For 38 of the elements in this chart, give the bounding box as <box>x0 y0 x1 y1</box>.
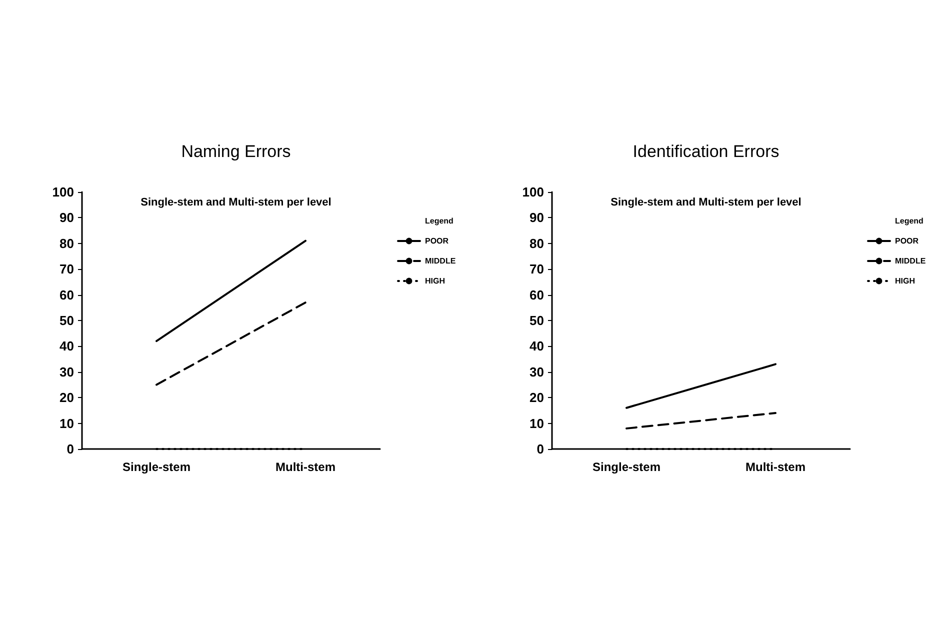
legend-label: HIGH <box>425 276 446 286</box>
chart-title: Naming Errors <box>181 142 291 161</box>
y-tick-label: 10 <box>530 416 544 431</box>
y-tick-label: 30 <box>60 364 74 380</box>
x-tick-label: Single-stem <box>592 460 661 474</box>
chart-subtitle: Single-stem and Multi-stem per level <box>610 196 802 208</box>
chart-title: Identification Errors <box>632 142 780 161</box>
y-tick-label: 60 <box>530 287 544 302</box>
y-tick-label: 80 <box>530 236 544 251</box>
y-tick-label: 0 <box>66 442 74 456</box>
legend-label: MIDDLE <box>895 256 926 266</box>
x-tick-label: Multi-stem <box>276 460 336 474</box>
y-tick-label: 40 <box>530 338 544 354</box>
x-tick-label: Single-stem <box>122 460 191 474</box>
y-tick-label: 50 <box>530 313 544 328</box>
y-tick-label: 90 <box>530 210 544 226</box>
legend-title: Legend <box>425 216 454 226</box>
chart-subtitle: Single-stem and Multi-stem per level <box>140 196 332 208</box>
y-tick-label: 0 <box>536 442 544 456</box>
y-tick-label: 60 <box>60 287 74 302</box>
y-tick-label: 10 <box>60 416 74 431</box>
legend-label: MIDDLE <box>425 256 456 266</box>
y-tick-label: 20 <box>530 390 544 406</box>
x-tick-label: Multi-stem <box>746 460 806 474</box>
y-tick-label: 80 <box>60 236 74 251</box>
y-tick-label: 20 <box>60 390 74 406</box>
legend-title: Legend <box>895 216 924 226</box>
legend-label: HIGH <box>895 276 916 286</box>
y-tick-label: 100 <box>52 184 74 200</box>
y-tick-label: 70 <box>530 262 544 277</box>
y-tick-label: 70 <box>60 262 74 277</box>
y-tick-label: 90 <box>60 210 74 226</box>
y-tick-label: 30 <box>530 364 544 380</box>
y-tick-label: 100 <box>522 184 544 200</box>
legend-label: POOR <box>425 236 449 246</box>
y-tick-label: 50 <box>60 313 74 328</box>
y-tick-label: 40 <box>60 338 74 354</box>
legend-label: POOR <box>895 236 919 246</box>
